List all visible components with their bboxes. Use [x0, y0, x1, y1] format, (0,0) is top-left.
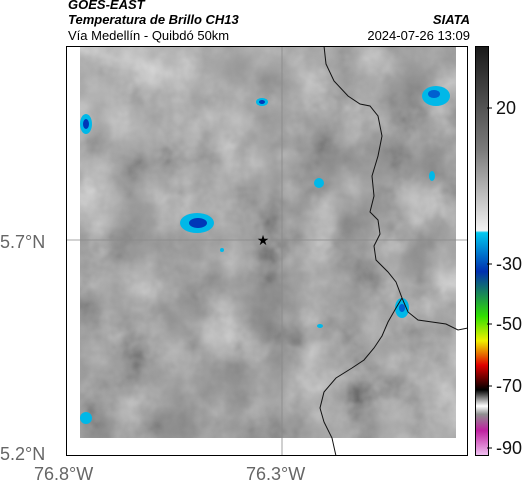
cbar-label-20: 20: [496, 98, 517, 118]
lat-label-5-7: 5.7°N: [0, 232, 46, 252]
cold-cloud-1-core: [189, 218, 207, 228]
cold-cloud-5-core: [399, 304, 405, 312]
left-blank-strip: [66, 46, 80, 456]
cold-cloud-3-core: [428, 90, 440, 98]
bottom-blank-strip: [66, 438, 468, 456]
cbar-label-m50: -50: [496, 314, 523, 334]
cbar-label-m30: -30: [496, 254, 523, 274]
cold-cloud-2-core: [259, 100, 265, 104]
satellite-name: GOES-EAST: [68, 0, 145, 12]
cold-cloud-7: [80, 412, 92, 424]
lon-label-76-3: 76.3°W: [246, 464, 306, 484]
cold-cloud-10: [220, 248, 224, 252]
cold-cloud-8: [429, 171, 435, 181]
satellite-map: ★: [66, 46, 468, 456]
cloud-shade: [66, 46, 468, 456]
cold-cloud-6-core: [83, 119, 89, 129]
cbar-label-m70: -70: [496, 376, 523, 396]
map-frame: [66, 46, 468, 456]
cbar-label-m90: -90: [496, 438, 523, 458]
department-border: [319, 46, 468, 456]
star-marker-icon: ★: [257, 233, 270, 249]
cold-cloud-4: [314, 178, 324, 188]
colorbar: [475, 46, 489, 456]
cold-cloud-9: [317, 324, 323, 328]
product-title: Temperatura de Brillo CH13: [68, 12, 239, 27]
lat-label-5-2: 5.2°N: [0, 444, 46, 464]
region-label: Vía Medellín - Quibdó 50km: [68, 28, 230, 43]
colorbar-ticks: [487, 107, 492, 449]
datetime-label: 2024-07-26 13:09: [367, 28, 470, 43]
agency-label: SIATA: [432, 12, 470, 27]
lon-label-76-8: 76.8°W: [34, 464, 94, 484]
right-blank-strip: [456, 46, 468, 456]
